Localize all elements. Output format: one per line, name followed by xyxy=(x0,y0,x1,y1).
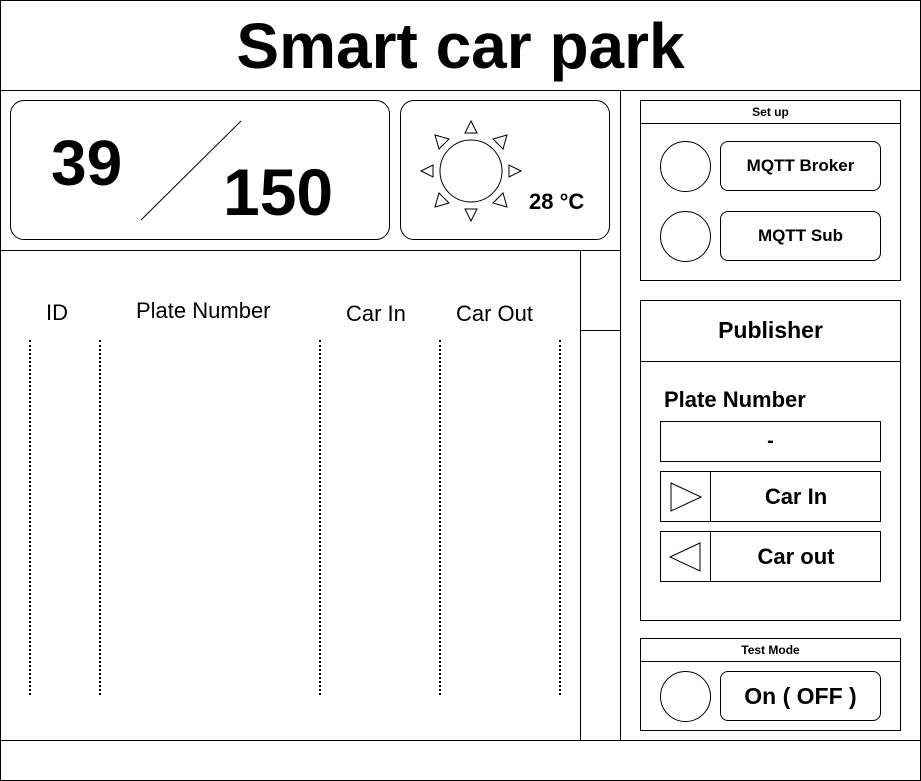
car-in-icon-divider xyxy=(710,472,711,521)
mqtt-broker-button[interactable]: MQTT Broker xyxy=(720,141,881,191)
publisher-title-divider xyxy=(641,361,900,362)
car-in-label: Car In xyxy=(764,483,828,509)
footer-divider xyxy=(0,740,921,741)
mqtt-sub-button[interactable]: MQTT Sub xyxy=(720,211,881,261)
sun-icon xyxy=(419,119,523,223)
capacity-card: 39 150 xyxy=(10,100,390,240)
column-separator xyxy=(559,340,561,695)
column-separator xyxy=(29,340,31,695)
mqtt-broker-status-indicator xyxy=(660,141,711,192)
column-separator xyxy=(99,340,101,695)
page-title: Smart car park xyxy=(236,10,685,82)
car-out-icon-divider xyxy=(710,532,711,581)
publisher-title: Publisher xyxy=(718,317,823,343)
column-header-car-in: Car In xyxy=(346,301,406,326)
play-left-icon xyxy=(668,542,701,572)
plate-number-input[interactable]: - xyxy=(660,421,881,462)
test-mode-status-indicator xyxy=(660,671,711,722)
temperature-value: 28 °C xyxy=(529,189,585,214)
play-right-icon xyxy=(670,482,703,512)
column-header-car-out: Car Out xyxy=(456,301,534,326)
car-in-button[interactable]: Car In xyxy=(660,471,881,522)
car-out-label: Car out xyxy=(757,543,835,569)
setup-title: Set up xyxy=(752,105,789,119)
scrollbar-thumb-edge xyxy=(580,330,620,331)
column-separator xyxy=(319,340,321,695)
test-mode-panel: Test Mode On ( OFF ) xyxy=(640,638,901,731)
header-divider xyxy=(0,90,921,91)
column-header-id: ID xyxy=(46,300,68,325)
slash-divider-icon xyxy=(140,120,242,221)
table-scrollbar-divider xyxy=(580,250,581,740)
column-header-plate-number: Plate Number xyxy=(136,298,271,323)
car-out-button[interactable]: Car out xyxy=(660,531,881,582)
stats-divider xyxy=(0,250,620,251)
occupied-count: 39 xyxy=(51,127,123,199)
column-separator xyxy=(439,340,441,695)
table-scrollbar-thumb[interactable] xyxy=(581,251,620,330)
publisher-panel: Publisher Plate Number - Car In Car out xyxy=(640,300,901,621)
plate-number-label: Plate Number xyxy=(664,387,806,412)
footer-bar xyxy=(1,741,920,780)
test-mode-title: Test Mode xyxy=(741,643,800,657)
total-capacity: 150 xyxy=(223,155,334,229)
setup-title-divider xyxy=(641,123,900,124)
test-mode-title-divider xyxy=(641,661,900,662)
weather-card: 28 °C xyxy=(400,100,610,240)
setup-panel: Set up MQTT Broker MQTT Sub xyxy=(640,100,901,281)
right-column-divider xyxy=(620,90,621,740)
mqtt-sub-status-indicator xyxy=(660,211,711,262)
test-mode-toggle-button[interactable]: On ( OFF ) xyxy=(720,671,881,721)
